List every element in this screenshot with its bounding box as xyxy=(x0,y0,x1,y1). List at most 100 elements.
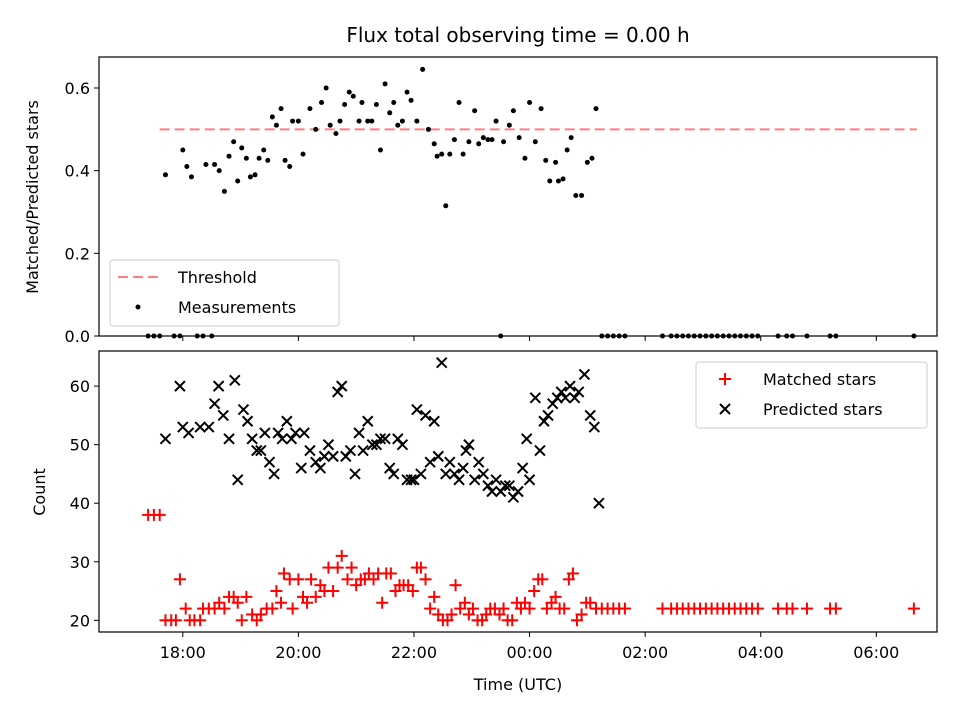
predicted-star-point xyxy=(295,462,307,474)
predicted-star-point xyxy=(203,421,215,433)
predicted-star-point xyxy=(453,474,465,486)
predicted-star-point xyxy=(555,386,568,398)
predicted-star-point xyxy=(268,468,280,480)
matched-star-point xyxy=(566,567,579,580)
predicted-star-point xyxy=(314,462,327,474)
measurement-point xyxy=(543,157,549,163)
matched-star-point xyxy=(231,596,244,609)
measurement-point xyxy=(369,118,375,124)
matched-star-point xyxy=(270,585,283,598)
matched-star-point xyxy=(466,602,479,615)
predicted-star-point xyxy=(512,485,524,498)
predicted-star-point xyxy=(182,427,195,439)
matched-star-point xyxy=(169,614,182,627)
measurement-point xyxy=(489,137,495,143)
predicted-star-point xyxy=(223,433,235,445)
predicted-star-point xyxy=(436,357,448,369)
measurement-point xyxy=(472,108,478,114)
predicted-star-point xyxy=(322,438,335,451)
legend-measurements-label: Measurements xyxy=(178,298,296,317)
matched-star-point xyxy=(335,549,348,562)
measurement-point xyxy=(447,151,453,157)
measurement-point xyxy=(466,139,472,145)
measurement-point xyxy=(252,172,258,178)
measurement-point xyxy=(273,122,279,128)
measurement-point xyxy=(235,178,241,184)
predicted-star-point xyxy=(551,392,564,404)
matched-star-point xyxy=(309,590,322,603)
top-x-ticks xyxy=(182,336,877,341)
measurement-point xyxy=(480,135,486,141)
top-y-tick-label: 0.4 xyxy=(65,162,90,181)
measurement-point xyxy=(346,89,352,95)
matched-star-point xyxy=(786,602,799,615)
measurement-point xyxy=(506,122,512,128)
measurement-point xyxy=(256,155,262,161)
top-y-axis-label: Matched/Predicted stars xyxy=(23,100,42,294)
matched-star-point xyxy=(419,573,432,586)
predicted-star-point xyxy=(542,409,554,422)
measurement-point xyxy=(493,118,499,124)
predicted-star-point xyxy=(374,433,387,445)
predicted-star-point xyxy=(212,380,225,392)
predicted-star-point xyxy=(432,450,444,463)
predicted-star-point xyxy=(272,427,284,439)
measurement-point xyxy=(553,159,559,165)
predicted-star-point xyxy=(578,368,591,381)
predicted-star-point xyxy=(366,438,379,451)
matched-star-point xyxy=(558,602,571,615)
x-axis-label: Time (UTC) xyxy=(473,675,562,694)
matched-star-point xyxy=(449,579,462,592)
measurement-point xyxy=(387,110,393,116)
measurement-point xyxy=(231,139,237,145)
legend-matched-marker xyxy=(719,373,731,385)
measurement-point xyxy=(180,147,186,153)
measurement-point xyxy=(269,114,275,120)
top-legend: Threshold Measurements xyxy=(109,259,340,327)
matched-star-point xyxy=(301,596,314,609)
measurement-point xyxy=(300,151,306,157)
matched-star-point xyxy=(213,596,226,609)
measurement-point xyxy=(420,66,426,72)
matched-star-point xyxy=(424,602,437,615)
measurement-point xyxy=(414,118,420,124)
predicted-star-point xyxy=(289,427,302,439)
predicted-star-point xyxy=(499,479,511,492)
predicted-star-point xyxy=(298,427,310,439)
bottom-legend: Matched stars Predicted stars xyxy=(695,361,928,429)
measurement-point xyxy=(265,157,271,163)
matched-star-point xyxy=(240,590,253,603)
predicted-star-point xyxy=(529,392,542,404)
top-legend-box xyxy=(109,259,340,327)
predicted-star-point xyxy=(490,474,502,486)
predicted-star-point xyxy=(362,415,374,427)
measurement-point xyxy=(261,147,267,153)
predicted-star-point xyxy=(251,444,263,457)
predicted-star-point xyxy=(523,474,536,486)
measurement-point xyxy=(395,122,401,128)
predicted-star-point xyxy=(559,392,572,404)
measurement-point xyxy=(568,135,574,141)
matched-star-point xyxy=(575,608,588,621)
predicted-star-point xyxy=(396,438,409,451)
predicted-star-point xyxy=(584,409,596,422)
predicted-star-point xyxy=(468,474,481,486)
measurement-point xyxy=(538,106,544,112)
matched-star-point xyxy=(345,561,358,574)
matched-star-point xyxy=(618,602,631,615)
predicted-star-point xyxy=(231,474,244,486)
measurement-point xyxy=(408,97,414,103)
predicted-star-point xyxy=(357,444,369,457)
bottom-x-ticks: 18:00 20:00 22:00 00:00 02:00 04:00 06:00 xyxy=(160,632,899,662)
predicted-star-point xyxy=(327,450,339,463)
x-tick-label: 22:00 xyxy=(391,643,437,662)
matched-star-point xyxy=(584,596,597,609)
predicted-star-point xyxy=(259,427,271,439)
predicted-star-point xyxy=(424,456,436,468)
measurement-point xyxy=(239,145,245,151)
measurement-point xyxy=(278,106,284,112)
predicted-star-point xyxy=(281,415,293,427)
bottom-y-ticks: 20 30 40 50 60 xyxy=(70,377,99,630)
matched-star-point xyxy=(523,602,536,615)
matched-star-point xyxy=(458,596,471,609)
